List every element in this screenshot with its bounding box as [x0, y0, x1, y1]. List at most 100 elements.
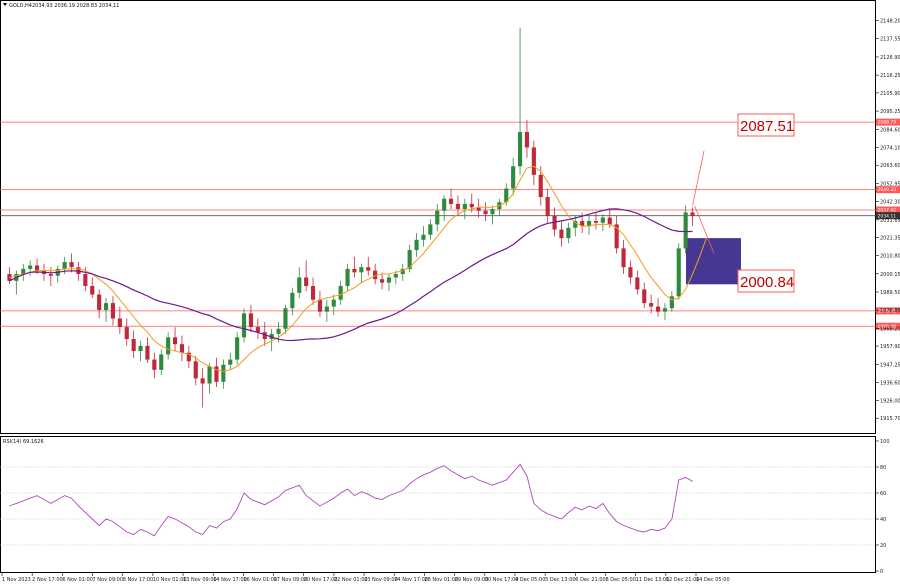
projection-up-line — [692, 150, 705, 206]
candle-body — [476, 207, 481, 211]
price-tick-label: 2084.60 — [880, 127, 900, 133]
rsi-tick-label: 40 — [880, 517, 886, 523]
candle-body — [407, 250, 412, 269]
time-tick-label: 20 Nov 17:00 — [304, 577, 338, 583]
candle-body — [62, 262, 67, 269]
time-tick-label: 7 Nov 09:00 — [93, 577, 124, 583]
candle-body — [138, 345, 143, 352]
level-tag — [876, 186, 900, 194]
candle-body — [379, 279, 385, 283]
current-price-tag — [876, 212, 900, 220]
candle-body — [83, 274, 88, 287]
price-tick-label: 2000.15 — [880, 272, 900, 278]
price-tick-label: 1978.85 — [880, 308, 900, 314]
candle-body — [448, 198, 454, 204]
candle-body — [152, 359, 157, 370]
candle-body — [345, 268, 350, 287]
candle-body — [414, 239, 419, 251]
candle-body — [193, 361, 198, 379]
candle-body — [545, 197, 550, 216]
candle-body — [179, 344, 185, 353]
candle-body — [255, 327, 260, 333]
price-tick-label: 2116.25 — [880, 73, 900, 79]
price-tick-label: 2148.20 — [880, 19, 900, 25]
candles — [7, 27, 695, 408]
time-tick-label: 29 Nov 09:00 — [455, 577, 489, 583]
candle-body — [511, 166, 516, 189]
price-tick-label: 1968.20 — [880, 326, 900, 332]
level-tag — [876, 206, 900, 214]
time-x-axis: 1 Nov 2023 2 Nov 17:00 6 Nov 01:00 7 Nov 09… — [1, 573, 730, 583]
candle-body — [317, 299, 323, 312]
price-tick-label: 2105.90 — [880, 91, 900, 97]
price-tick-label: 2137.55 — [880, 37, 900, 43]
candle-body — [21, 268, 26, 275]
rsi-tick-label: 60 — [880, 491, 886, 497]
candle-body — [600, 217, 605, 223]
candle-body — [276, 328, 281, 334]
price-tick-label: 2126.90 — [880, 55, 900, 61]
candle-body — [580, 221, 585, 227]
time-tick-label: 6 Dec 21:00 — [575, 577, 605, 583]
candle-body — [145, 345, 150, 360]
candle-body — [373, 270, 378, 280]
candle-body — [662, 308, 668, 312]
candle-body — [359, 267, 364, 273]
candle-body — [103, 303, 109, 310]
candle-body — [483, 210, 488, 215]
candle-body — [635, 277, 640, 290]
callout-upper: 2087.51 — [737, 113, 795, 137]
moving-averages — [9, 165, 707, 373]
callout-lower-text: 2000.84 — [740, 274, 794, 291]
time-tick-label: 13 Nov 09:00 — [183, 577, 217, 583]
candle-body — [297, 277, 302, 293]
candle-body — [504, 188, 509, 203]
candle-body — [90, 286, 95, 295]
time-tick-label: 4 Dec 05:00 — [515, 577, 545, 583]
price-tick-label: 1926.00 — [880, 399, 900, 405]
candle-body — [352, 268, 357, 273]
candle-body — [69, 262, 74, 268]
projection-arrows — [692, 150, 715, 254]
target-zone-box — [686, 238, 741, 285]
candle-body — [221, 364, 226, 382]
candle-body — [400, 268, 405, 275]
candle-body — [290, 292, 295, 309]
ma-slow-line — [9, 208, 693, 342]
rsi-line — [9, 463, 693, 537]
candle-body — [586, 221, 592, 227]
candle-body — [304, 277, 309, 287]
time-tick-label: 11 Dec 13:00 — [636, 577, 670, 583]
candle-body — [669, 296, 674, 309]
candle-body — [455, 203, 461, 210]
candle-body — [469, 203, 474, 208]
candle-body — [338, 286, 343, 300]
time-tick-label: 6 Nov 01:00 — [62, 577, 93, 583]
collapse-triangle-icon[interactable] — [3, 3, 7, 6]
time-tick-label: 10 Nov 01:00 — [153, 577, 187, 583]
price-levels: 2088.79 2049.33 2037.42 1978.45 1969.49 2034.… — [0, 118, 900, 330]
level-tag-label: 1978.45 — [878, 308, 897, 314]
chart-header: GOLD,H4 2034.93 2036.19 2028.83 2034.11 — [3, 3, 119, 9]
candle-body — [421, 234, 426, 240]
time-tick-label: 1 Nov 2023 — [2, 577, 31, 583]
candle-body — [435, 210, 440, 225]
candle-body — [110, 303, 116, 319]
candle-body — [131, 339, 136, 352]
price-y-axis: 2148.20 2137.55 2126.90 2116.25 2105.90 2095.… — [876, 19, 900, 422]
target-zone — [686, 238, 741, 285]
rsi-tick-label: 20 — [880, 543, 886, 549]
time-tick-label: 8 Nov 17:00 — [123, 577, 154, 583]
price-tick-label: 1915.70 — [880, 416, 900, 422]
candle-body — [393, 274, 398, 278]
rsi-tick-label: 0 — [880, 569, 883, 575]
candle-body — [531, 147, 536, 175]
candle-body — [207, 366, 212, 384]
candle-body — [607, 217, 612, 225]
price-tick-label: 2095.25 — [880, 109, 900, 115]
level-tag-label: 1969.49 — [878, 324, 897, 330]
candle-body — [262, 332, 267, 340]
candle-body — [124, 327, 129, 340]
candle-body — [386, 277, 392, 283]
